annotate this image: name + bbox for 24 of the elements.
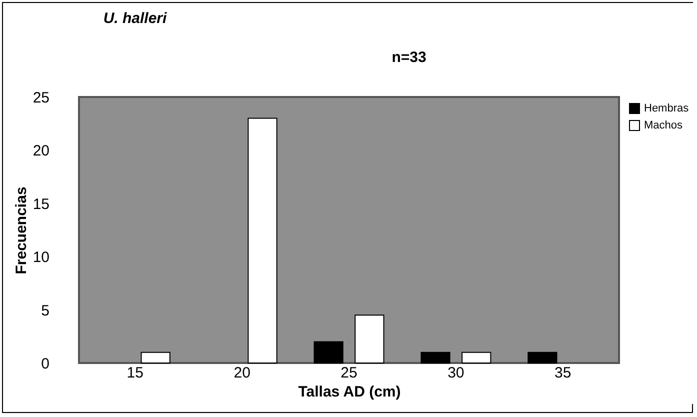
bar [248, 118, 278, 364]
y-tick-label: 25 [32, 90, 50, 106]
x-axis-title: Tallas AD (cm) [298, 384, 401, 400]
y-tick-label: 20 [32, 142, 50, 160]
y-tick-label: 10 [32, 249, 50, 266]
y-tick-label: 0 [41, 356, 50, 372]
bar [528, 352, 558, 364]
legend-label: Hembras [644, 102, 690, 114]
x-tick-label: 15 [126, 364, 144, 382]
x-tick-label: 30 [448, 364, 464, 382]
bar [354, 314, 384, 364]
bar [314, 341, 344, 364]
bar [462, 352, 492, 364]
y-tick-label: 5 [41, 302, 50, 320]
chart-title: U. halleri [103, 10, 168, 27]
bar [420, 352, 450, 364]
y-tick-label: 15 [32, 196, 50, 213]
y-axis-title: Frecuencias [12, 186, 30, 274]
legend-label: Machos [644, 120, 684, 132]
x-tick-label: 20 [234, 364, 250, 382]
x-tick-label: 35 [554, 364, 572, 382]
x-tick-label: 25 [340, 364, 358, 382]
text: n=33 [392, 49, 426, 66]
bar [140, 352, 170, 364]
